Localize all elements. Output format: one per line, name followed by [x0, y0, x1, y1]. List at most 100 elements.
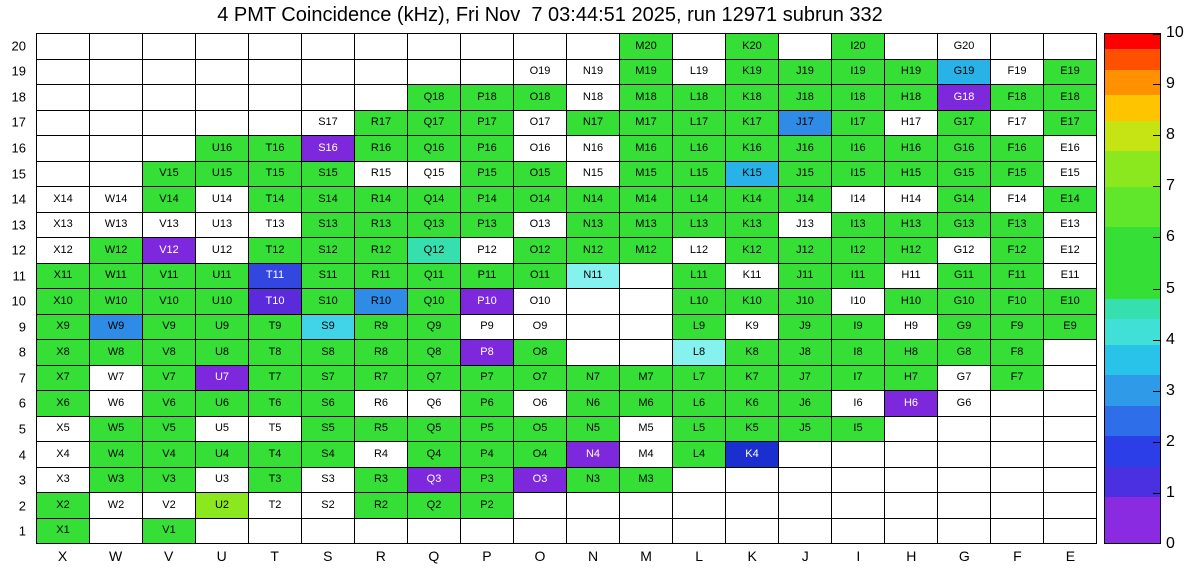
- heatmap-cell: [196, 85, 249, 111]
- heatmap-cell: F10: [991, 289, 1044, 315]
- heatmap-cell: S3: [302, 467, 355, 493]
- heatmap-cell: L4: [673, 442, 726, 468]
- heatmap-cell: E14: [1044, 187, 1097, 213]
- heatmap-cell: [673, 467, 726, 493]
- heatmap-cell: O17: [514, 110, 567, 136]
- heatmap-cell: O11: [514, 263, 567, 289]
- heatmap-cell: [514, 34, 567, 60]
- heatmap-cell: J16: [779, 136, 832, 162]
- y-axis-label: 19: [11, 63, 26, 79]
- heatmap-cell: F15: [991, 161, 1044, 187]
- heatmap-cell: [832, 518, 885, 544]
- heatmap-cell: [726, 467, 779, 493]
- heatmap-cell: [885, 416, 938, 442]
- heatmap-cell: U16: [196, 136, 249, 162]
- heatmap-cell: I8: [832, 340, 885, 366]
- heatmap-cell: N12: [567, 238, 620, 264]
- x-axis-label: I: [856, 548, 861, 564]
- y-axis-label: 17: [11, 114, 26, 130]
- heatmap-cell: V4: [143, 442, 196, 468]
- heatmap-cell: K9: [726, 314, 779, 340]
- heatmap-cell: S6: [302, 391, 355, 417]
- heatmap-cell: L17: [673, 110, 726, 136]
- heatmap-cell: [196, 34, 249, 60]
- heatmap-cell: T14: [249, 187, 302, 213]
- heatmap-cell: [514, 493, 567, 519]
- color-scale-tick: [1153, 84, 1160, 86]
- heatmap-cell: R14: [355, 187, 408, 213]
- heatmap-cell: O15: [514, 161, 567, 187]
- heatmap-cell: H14: [885, 187, 938, 213]
- heatmap-cell: L9: [673, 314, 726, 340]
- heatmap-cell: Q13: [408, 212, 461, 238]
- heatmap-cell: X13: [37, 212, 90, 238]
- heatmap-cell: T8: [249, 340, 302, 366]
- heatmap-cell: G18: [938, 85, 991, 111]
- heatmap-cell: I11: [832, 263, 885, 289]
- heatmap-cell: E17: [1044, 110, 1097, 136]
- heatmap-cell: K15: [726, 161, 779, 187]
- y-axis-labels: 20 19 18 17 16 15 14 13 12 11 10 9 8 7 6 5 4 3 2 1: [0, 33, 30, 544]
- y-axis-label: 16: [11, 140, 26, 156]
- heatmap-cell: V7: [143, 365, 196, 391]
- heatmap-cell: [90, 85, 143, 111]
- heatmap-cell: Q8: [408, 340, 461, 366]
- heatmap-cell: P17: [461, 110, 514, 136]
- heatmap-cell: N6: [567, 391, 620, 417]
- heatmap-cell: T7: [249, 365, 302, 391]
- heatmap-cell: Q10: [408, 289, 461, 315]
- heatmap-cell: U5: [196, 416, 249, 442]
- heatmap-cell: [991, 391, 1044, 417]
- heatmap-cell: I19: [832, 59, 885, 85]
- heatmap-cell: [885, 493, 938, 519]
- heatmap-cell: L7: [673, 365, 726, 391]
- heatmap-cell: [249, 59, 302, 85]
- heatmap-cell: X11: [37, 263, 90, 289]
- heatmap-cell: Q3: [408, 467, 461, 493]
- heatmap-cell: T15: [249, 161, 302, 187]
- heatmap-cell: W7: [90, 365, 143, 391]
- heatmap-cell: O7: [514, 365, 567, 391]
- heatmap-cell: [408, 34, 461, 60]
- heatmap-cell: W10: [90, 289, 143, 315]
- heatmap-cell: R12: [355, 238, 408, 264]
- x-axis-label: G: [958, 548, 970, 564]
- heatmap-cell: N4: [567, 442, 620, 468]
- heatmap-cell: T9: [249, 314, 302, 340]
- y-axis-label: 11: [12, 268, 27, 284]
- color-scale-tick-label: 1: [1166, 483, 1175, 501]
- heatmap-cell: R17: [355, 110, 408, 136]
- heatmap-cell: [143, 136, 196, 162]
- heatmap-cell: L15: [673, 161, 726, 187]
- heatmap-cell: F16: [991, 136, 1044, 162]
- heatmap-cell: [143, 34, 196, 60]
- color-scale-tick: [1153, 34, 1160, 35]
- heatmap-cell: J13: [779, 212, 832, 238]
- heatmap-cell: G16: [938, 136, 991, 162]
- heatmap-cell: V9: [143, 314, 196, 340]
- heatmap-cell: N13: [567, 212, 620, 238]
- color-scale-band: [1105, 497, 1160, 544]
- heatmap-cell: Q4: [408, 442, 461, 468]
- heatmap-cell: V10: [143, 289, 196, 315]
- heatmap-cell: L14: [673, 187, 726, 213]
- heatmap-cell: N7: [567, 365, 620, 391]
- color-scale-tick: [1153, 186, 1160, 188]
- heatmap-cell: M4: [620, 442, 673, 468]
- heatmap-cell: E12: [1044, 238, 1097, 264]
- heatmap-cell: [885, 467, 938, 493]
- y-axis-label: 12: [11, 242, 26, 258]
- heatmap-cell: U8: [196, 340, 249, 366]
- color-scale-tick-label: 8: [1166, 126, 1175, 144]
- color-scale-band: [1105, 49, 1160, 70]
- heatmap-cell: R6: [355, 391, 408, 417]
- color-scale-band: [1105, 344, 1160, 376]
- y-axis-label: 4: [18, 447, 26, 463]
- heatmap-cell: [620, 340, 673, 366]
- heatmap-cell: Q16: [408, 136, 461, 162]
- heatmap-cell: N11: [567, 263, 620, 289]
- heatmap-cell: [355, 34, 408, 60]
- heatmap-cell: M3: [620, 467, 673, 493]
- heatmap-cell: F11: [991, 263, 1044, 289]
